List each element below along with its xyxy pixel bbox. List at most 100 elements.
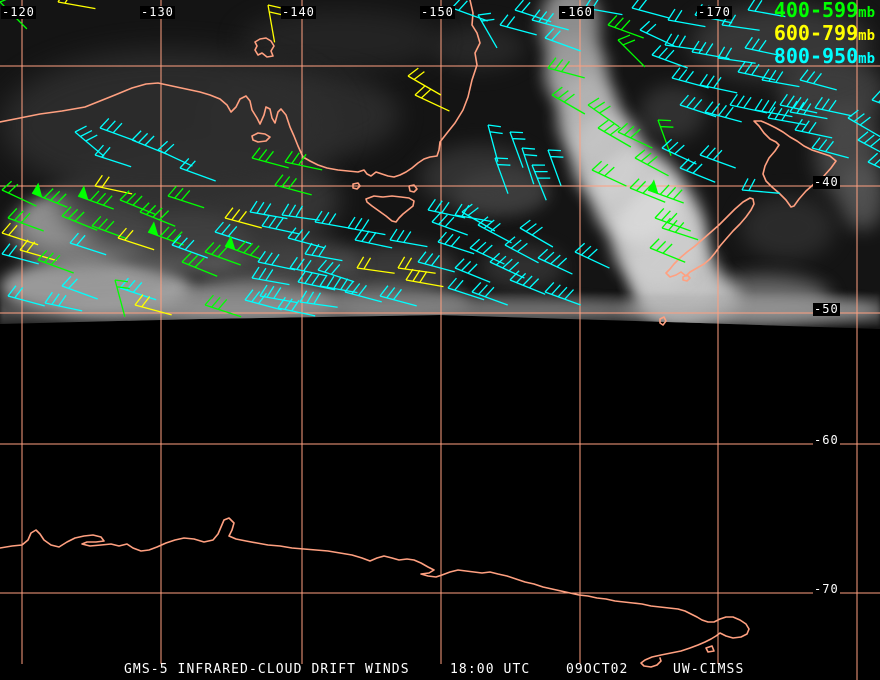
wind-barb [741,178,780,194]
wind-barb [469,238,505,265]
wind-barb-staff [94,174,133,195]
wind-barb [847,109,880,138]
antarctica-coastline [0,517,750,668]
wind-barb [509,270,546,295]
wind-barb-staff [607,14,644,39]
cloud-blob [740,195,835,260]
wind-barb [204,241,241,266]
wind-barb-staff [471,281,508,306]
wind-barb-staff [131,130,168,155]
wind-barb-staff [244,289,282,311]
wind-barb-staff [661,217,699,241]
wind-barb-staff [544,27,581,52]
wind-barb [514,0,552,23]
wind-barb [61,206,98,231]
wind-barbs-layer [0,0,880,318]
wind-barb-staff [344,281,382,303]
wind-barb-staff [427,198,466,219]
wind-barb-staff [224,207,262,229]
wind-barb-staff [117,227,155,251]
latitude-label: -40 [813,175,840,189]
legend-unit: mb [858,28,875,44]
wind-barb-staff [871,89,880,114]
wind-barb-staff [251,266,290,286]
nz-north-island-coastline [753,120,837,208]
legend-unit: mb [858,51,875,67]
wind-barb-staff [799,69,837,91]
wind-barb-staff [634,149,669,177]
wind-barb-staff [397,256,436,274]
wind-barb [344,281,382,303]
wind-barb-staff [251,147,289,169]
wind-barb [261,214,300,235]
latitude-label: -60 [813,433,840,447]
wind-barb [679,94,717,118]
wind-barb [647,179,684,204]
wind-barb [304,242,343,262]
wind-barb-staff [514,0,552,23]
wind-barb-staff [667,8,706,28]
cloud-blob [420,145,540,210]
wind-barb [754,98,793,118]
wind-barb-staff [551,86,586,115]
wind-barb [287,227,325,249]
wind-barb-flag [148,221,159,236]
wind-barb [397,256,436,274]
wind-barb-staff [437,231,475,255]
wind-barb [587,97,620,128]
wind-barb-staff [544,281,581,306]
wind-barb [431,211,468,236]
wind-barb [31,182,68,208]
wind-barb [249,200,288,220]
wind-barb-staff [717,46,756,64]
wind-barb-staff [304,242,343,262]
wind-barb [814,96,853,117]
wind-barb [447,277,485,301]
wind-barb [214,221,252,245]
wind-barb [251,147,289,169]
wind-barb-staff [789,100,828,120]
wind-barb [1,180,37,207]
wind-barb [661,138,697,165]
wind-barb [461,203,496,232]
wind-barb [744,36,783,57]
wind-barb [117,227,155,251]
wind-barb-flag [225,235,236,250]
antarctic-islet-coastline [705,645,715,653]
wind-barb-staff [299,290,338,308]
wind-barb [44,291,83,312]
wind-barb [867,152,880,179]
wind-barb-staff [704,101,742,123]
longitude-label: -160 [559,5,594,19]
wind-barb [281,203,320,221]
wind-barb-staff [639,20,675,47]
wind-barb-staff [277,296,316,317]
wind-barb-staff [741,178,780,194]
wind-barb [664,33,703,51]
australia-coastline [0,0,481,178]
wind-barb-staff [519,219,554,248]
wind-barb [639,20,675,47]
wind-barb-staff [7,207,44,232]
wind-barb-staff [597,119,632,148]
wind-barb [147,221,184,246]
wind-barb-staff [1,222,39,246]
wind-barb [267,4,283,43]
wind-barb [661,217,699,241]
wind-barb [857,131,880,159]
legend-pressure-range: 400-599 [773,0,859,22]
wind-barb [547,57,585,79]
wind-barb-staff [547,57,585,79]
wind-barb-staff [617,34,646,68]
wind-barb [99,117,136,142]
wind-barb [7,285,45,307]
wind-barb-staff [814,96,853,117]
wind-barb [356,256,395,274]
wind-barb [77,185,114,210]
wind-barb-staff [289,256,328,277]
wind-barb [167,185,205,209]
wind-barb-flag [648,179,659,194]
wind-barb-staff [629,178,666,203]
wind-barb-staff [119,277,157,301]
legend-pressure-range: 800-950 [773,44,859,68]
